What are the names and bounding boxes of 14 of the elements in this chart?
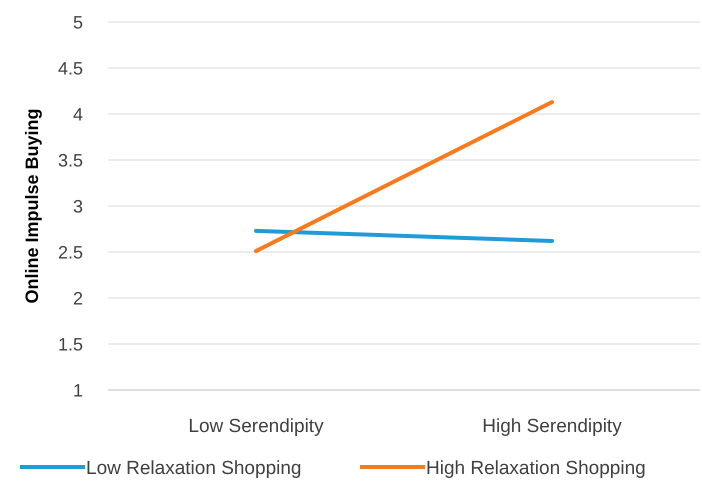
y-tick-label: 2 — [72, 288, 83, 308]
y-tick-label: 1.5 — [58, 334, 83, 354]
y-tick-label: 1 — [72, 380, 83, 400]
legend-label: High Relaxation Shopping — [426, 458, 646, 479]
y-tick-label: 3 — [72, 196, 83, 216]
x-tick-label: Low Serendipity — [188, 416, 324, 437]
legend-label: Low Relaxation Shopping — [86, 458, 302, 479]
y-axis-title: Online Impulse Buying — [22, 108, 42, 304]
y-tick-label: 5 — [72, 12, 83, 32]
y-tick-label: 2.5 — [58, 242, 83, 262]
y-tick-label: 3.5 — [58, 150, 83, 170]
y-tick-label: 4.5 — [58, 58, 83, 78]
x-tick-label: High Serendipity — [482, 416, 622, 437]
y-tick-label: 4 — [72, 104, 83, 124]
